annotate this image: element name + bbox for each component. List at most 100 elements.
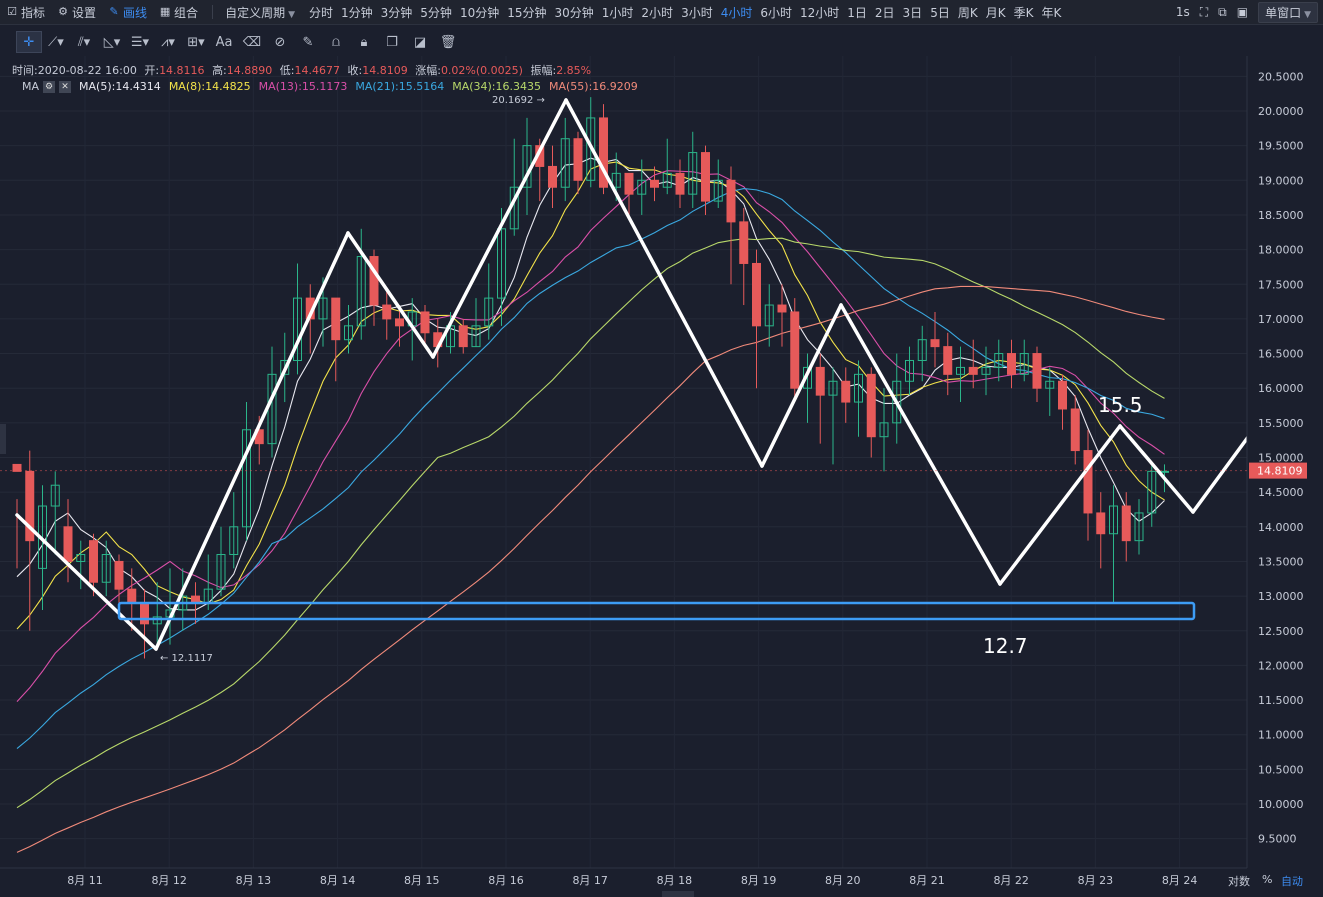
eraser-icon[interactable]: ⌫ xyxy=(242,34,262,50)
period-tab-0[interactable]: 分时 xyxy=(309,5,334,20)
candle-body xyxy=(229,526,239,556)
ma-item-2: MA(13):15.1173 xyxy=(258,80,348,93)
period-tab-4[interactable]: 10分钟 xyxy=(459,5,500,20)
candle-body xyxy=(968,366,978,375)
period-tab-8[interactable]: 2小时 xyxy=(641,5,674,20)
top-toolbar: ☑ 指标 ⚙ 设置 ✎ 画线 ▦ 组合 自定义周期 ▼ 分时 1分钟 3分钟 5分钟 10分钟 15… xyxy=(0,0,1323,25)
period-tab-14[interactable]: 2日 xyxy=(874,5,895,20)
period-tab-15[interactable]: 3日 xyxy=(902,5,923,20)
ma-line-5 xyxy=(16,157,1165,611)
popout-icon[interactable]: ⧉ xyxy=(1218,4,1227,19)
price-axis-bg xyxy=(1247,56,1323,868)
bottom-collapse-tab[interactable] xyxy=(662,891,694,897)
candle-body xyxy=(841,380,851,403)
ma-item-1: MA(8):14.4825 xyxy=(168,80,251,93)
candle-body xyxy=(624,172,634,195)
date-tick: 8月 17 xyxy=(572,874,608,887)
current-price-text: 14.8109 xyxy=(1257,465,1303,478)
text-tool[interactable]: Aa xyxy=(215,34,233,50)
ma-item-0: MA(5):14.4314 xyxy=(79,80,161,93)
left-collapse-tab[interactable] xyxy=(0,424,6,454)
wave-segment xyxy=(760,303,843,468)
period-tab-1[interactable]: 1分钟 xyxy=(341,5,373,20)
screenshot-icon[interactable]: ▣ xyxy=(1236,5,1249,19)
period-tab-13[interactable]: 1日 xyxy=(847,5,867,20)
candle-body xyxy=(1147,470,1157,514)
custom-period-dropdown[interactable]: 自定义周期 ▼ xyxy=(225,5,295,20)
settings-button[interactable]: ⚙ 设置 xyxy=(58,5,97,20)
fullscreen-icon[interactable]: ⛶ xyxy=(1199,4,1209,19)
period-tab-18[interactable]: 月K xyxy=(985,5,1006,20)
period-tab-17[interactable]: 周K xyxy=(957,5,978,20)
candle-body xyxy=(713,179,723,202)
lock-icon[interactable]: 🔒︎ xyxy=(360,34,368,50)
ma-line-21 xyxy=(16,187,1165,749)
log-scale-button[interactable]: 对数 xyxy=(1228,875,1250,888)
pencil-icon: ✎ xyxy=(109,5,119,18)
copy-icon[interactable]: ❐ xyxy=(386,34,398,50)
pencil-icon[interactable]: ✎ xyxy=(302,34,314,50)
period-tab-10[interactable]: 4小时 xyxy=(720,5,753,20)
ohlc-info: 时间:2020-08-22 16:00 开:14.8116 高:14.8890 … xyxy=(12,64,592,77)
candle-body xyxy=(12,463,22,472)
trend-line-icon[interactable]: ⟋▾ xyxy=(48,34,64,50)
draw-button[interactable]: ✎ 画线 xyxy=(109,5,148,20)
candle-body xyxy=(1109,505,1118,535)
candle-body xyxy=(1019,353,1029,375)
info-time: 2020-08-22 16:00 xyxy=(37,64,137,77)
trash-icon[interactable]: 🗑︎ xyxy=(439,34,457,50)
ma-legend: MA ⚙ ✕ MA(5):14.4314 MA(8):14.4825 MA(13):… xyxy=(22,80,638,93)
price-tick: 10.5000 xyxy=(1258,763,1304,776)
window-mode-dropdown[interactable]: 单窗口 ▼ xyxy=(1258,1,1318,23)
indicators-button[interactable]: ☑ 指标 xyxy=(7,5,46,20)
price-tick: 20.0000 xyxy=(1258,105,1304,118)
period-tab-2[interactable]: 3分钟 xyxy=(380,5,413,20)
crosshair-icon[interactable]: ✛ xyxy=(16,31,42,53)
period-tab-16[interactable]: 5日 xyxy=(930,5,950,20)
wave-segment xyxy=(1118,424,1195,514)
right-tools: 1s ⛶ ⧉ ▣ 单窗口 ▼ xyxy=(1171,0,1323,24)
info-open: 14.8116 xyxy=(159,64,205,77)
horizontal-lines-icon[interactable]: ☰▾ xyxy=(130,34,150,50)
interval-label[interactable]: 1s xyxy=(1175,5,1190,19)
candle-body xyxy=(1045,380,1055,389)
measure-icon[interactable]: ⊞▾ xyxy=(187,34,205,50)
period-tab-6[interactable]: 30分钟 xyxy=(554,5,594,20)
hide-icon[interactable]: ◪ xyxy=(413,34,427,50)
period-tab-5[interactable]: 15分钟 xyxy=(507,5,547,20)
date-tick: 8月 15 xyxy=(404,874,440,887)
candle-body xyxy=(216,554,226,590)
period-tab-12[interactable]: 12小时 xyxy=(799,5,840,20)
price-tick: 13.0000 xyxy=(1258,590,1304,603)
candle-body xyxy=(1070,408,1080,452)
percent-scale-button[interactable]: % xyxy=(1262,873,1273,886)
candle-body xyxy=(382,304,392,320)
candle-body xyxy=(1160,470,1169,473)
period-tab-20[interactable]: 年K xyxy=(1041,5,1062,20)
gear-icon[interactable]: ⚙ xyxy=(43,80,56,93)
magnet-icon[interactable]: ⩍ xyxy=(331,34,341,50)
combo-button[interactable]: ▦ 组合 xyxy=(159,5,199,20)
candle-body xyxy=(1121,505,1131,542)
period-tab-19[interactable]: 季K xyxy=(1013,5,1034,20)
ma-item-4: MA(34):16.3435 xyxy=(452,80,541,93)
candle-body xyxy=(917,339,927,361)
auto-scale-button[interactable]: 自动 xyxy=(1281,875,1303,888)
price-tick: 12.5000 xyxy=(1258,625,1304,638)
ma-legend-title: MA xyxy=(22,80,40,93)
price-tick: 14.5000 xyxy=(1258,486,1304,499)
period-tab-11[interactable]: 6小时 xyxy=(760,5,792,20)
price-tick: 17.5000 xyxy=(1258,278,1304,291)
period-tab-3[interactable]: 5分钟 xyxy=(420,5,452,20)
wave-icon[interactable]: ⩘▾ xyxy=(161,34,175,50)
period-tab-7[interactable]: 1小时 xyxy=(601,5,634,20)
period-tab-9[interactable]: 3小时 xyxy=(681,5,713,20)
candle-body xyxy=(854,373,863,403)
parallel-lines-icon[interactable]: ⫽▾ xyxy=(77,34,91,50)
close-icon[interactable]: ✕ xyxy=(59,80,72,93)
angle-icon[interactable]: ◺▾ xyxy=(103,34,121,50)
candle-body xyxy=(356,256,366,327)
brush-icon[interactable]: ⊘ xyxy=(274,34,286,50)
date-tick: 8月 20 xyxy=(825,874,861,887)
